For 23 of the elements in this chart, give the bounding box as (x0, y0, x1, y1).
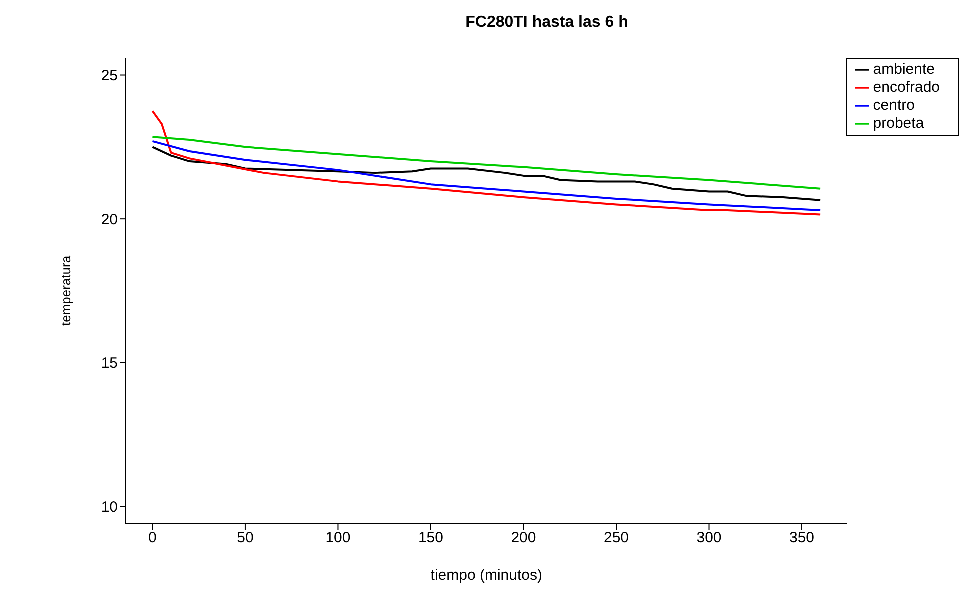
x-axis-title: tiempo (minutos) (430, 567, 542, 584)
line-series (152, 140, 822, 212)
x-tick-label: 350 (790, 530, 815, 547)
x-tick-label: 50 (237, 530, 254, 547)
y-tick-label: 15 (101, 355, 118, 372)
y-tick-label: 25 (101, 68, 118, 85)
x-tick-label: 200 (511, 530, 536, 547)
legend-label: probeta (873, 115, 924, 132)
y-tick-label: 10 (101, 499, 118, 516)
y-tick-label: 20 (101, 211, 118, 228)
x-tick-label: 100 (326, 530, 351, 547)
x-tick-label: 150 (418, 530, 444, 547)
x-tick-label: 250 (604, 530, 630, 547)
line-series (152, 146, 822, 202)
chart-title: FC280TI hasta las 6 h (464, 14, 630, 32)
y-axis-title: temperatura (58, 255, 74, 326)
legend-label: encofrado (873, 79, 940, 96)
line-series (152, 110, 822, 216)
x-tick-label: 300 (696, 530, 722, 547)
line-series (152, 136, 822, 190)
legend-label: centro (873, 97, 915, 114)
x-tick-label: 0 (148, 530, 157, 547)
legend-label: ambiente (873, 61, 935, 78)
